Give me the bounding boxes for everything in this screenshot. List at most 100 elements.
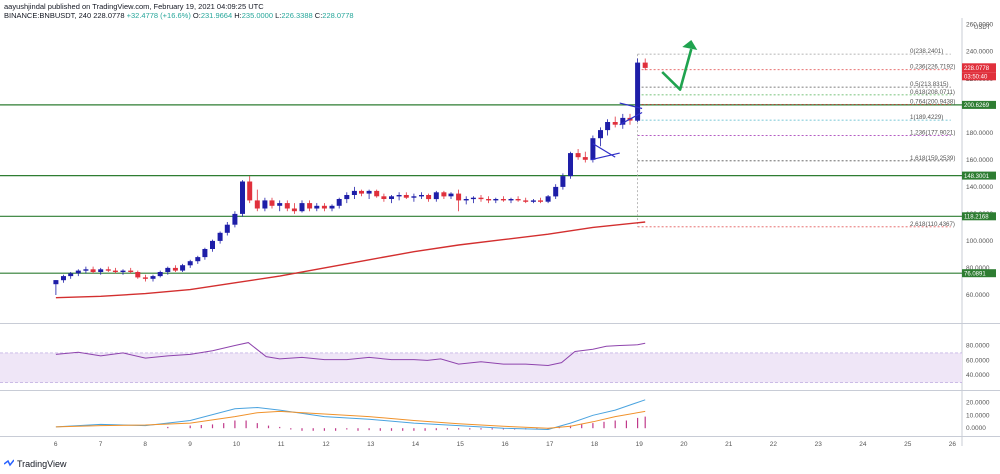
- candle-body[interactable]: [642, 62, 648, 68]
- candle-body[interactable]: [508, 199, 514, 201]
- candle-body[interactable]: [426, 195, 432, 200]
- candle-body[interactable]: [98, 269, 104, 272]
- candle-body[interactable]: [329, 205, 335, 209]
- candle-body[interactable]: [232, 213, 238, 225]
- rsi-band: [0, 352, 962, 383]
- time-axis-label: 7: [99, 441, 103, 448]
- trend-line[interactable]: [619, 102, 643, 110]
- candle-body[interactable]: [433, 192, 439, 200]
- candle-body[interactable]: [605, 122, 611, 131]
- candle-body[interactable]: [530, 200, 536, 202]
- fib-level-label: 1.618(159.2539): [910, 155, 955, 162]
- candle-body[interactable]: [590, 138, 596, 160]
- candle-body[interactable]: [210, 240, 215, 249]
- candle-body[interactable]: [75, 270, 81, 274]
- candle-body[interactable]: [568, 153, 573, 177]
- tradingview-footer[interactable]: TradingView: [4, 459, 67, 469]
- candle-body[interactable]: [582, 157, 588, 160]
- sr-level-label: 118.2168: [964, 215, 989, 221]
- candle-body[interactable]: [575, 153, 581, 158]
- price-tick-label: 260.0000: [966, 22, 993, 29]
- candle-body[interactable]: [61, 276, 66, 281]
- candle-body[interactable]: [269, 200, 275, 206]
- candle-body[interactable]: [620, 117, 626, 125]
- candle-body[interactable]: [247, 181, 253, 201]
- candle-body[interactable]: [493, 199, 499, 201]
- candle-body[interactable]: [307, 203, 313, 209]
- candle-body[interactable]: [553, 186, 559, 197]
- candle-body[interactable]: [389, 196, 394, 199]
- candle-body[interactable]: [112, 270, 118, 272]
- candle-body[interactable]: [478, 197, 484, 200]
- trend-line[interactable]: [590, 152, 620, 161]
- candle-body[interactable]: [135, 272, 141, 278]
- candle-body[interactable]: [381, 196, 387, 199]
- candle-body[interactable]: [545, 196, 551, 202]
- candle-body[interactable]: [538, 200, 543, 202]
- price-tick-label: 100.0000: [966, 238, 993, 245]
- candle-body[interactable]: [284, 203, 290, 209]
- candle-body[interactable]: [105, 269, 111, 271]
- trend-line[interactable]: [619, 111, 643, 126]
- candle-body[interactable]: [321, 205, 327, 209]
- candle-body[interactable]: [240, 181, 245, 214]
- fib-level-label: 2.618(110.4367): [910, 221, 955, 228]
- candle-body[interactable]: [68, 273, 74, 277]
- candle-body[interactable]: [254, 200, 260, 209]
- candle-body[interactable]: [359, 190, 364, 194]
- candle-body[interactable]: [83, 269, 89, 271]
- candle-body[interactable]: [224, 224, 230, 233]
- candle-body[interactable]: [90, 269, 96, 272]
- time-axis-label: 14: [412, 441, 420, 448]
- candle-body[interactable]: [374, 190, 380, 197]
- candle-body[interactable]: [120, 270, 126, 272]
- candle-body[interactable]: [314, 205, 320, 209]
- symbol-label[interactable]: BINANCE:BNBUSDT, 240: [4, 11, 92, 20]
- candle-body[interactable]: [560, 176, 566, 187]
- candle-body[interactable]: [523, 200, 529, 202]
- candle-body[interactable]: [217, 232, 223, 241]
- candle-body[interactable]: [441, 192, 447, 197]
- forecast-arrowhead-icon: [682, 40, 698, 50]
- candle-body[interactable]: [128, 270, 134, 272]
- candle-body[interactable]: [157, 272, 163, 277]
- candle-body[interactable]: [187, 261, 193, 266]
- candle-body[interactable]: [195, 257, 201, 262]
- candle-body[interactable]: [299, 203, 305, 212]
- candle-body[interactable]: [366, 190, 372, 194]
- candle-body[interactable]: [448, 193, 454, 197]
- candle-body[interactable]: [612, 122, 618, 125]
- candle-body[interactable]: [202, 249, 208, 258]
- candle-body[interactable]: [336, 199, 342, 206]
- candle-body[interactable]: [180, 265, 186, 271]
- candle-body[interactable]: [291, 208, 297, 212]
- candle-body[interactable]: [53, 280, 59, 285]
- candle-body[interactable]: [635, 62, 641, 121]
- candle-body[interactable]: [172, 267, 178, 271]
- candle-body[interactable]: [463, 199, 469, 201]
- candle-body[interactable]: [351, 190, 357, 195]
- macd-signal-line: [55, 410, 646, 429]
- fib-level-label: 0(238.2401): [910, 48, 943, 55]
- candle-body[interactable]: [165, 267, 171, 272]
- candle-body[interactable]: [456, 193, 462, 201]
- candle-body[interactable]: [486, 199, 492, 201]
- candle-body[interactable]: [344, 195, 350, 200]
- ohlc-line: BINANCE:BNBUSDT, 240 228.0778 +32.4778 (…: [4, 11, 354, 20]
- price-tick-label: 180.0000: [966, 130, 993, 137]
- candle-body[interactable]: [403, 195, 409, 198]
- candle-body[interactable]: [515, 199, 521, 201]
- open-label: O:: [192, 11, 201, 20]
- candle-body[interactable]: [419, 195, 424, 197]
- time-axis-label: 11: [278, 441, 285, 448]
- candle-body[interactable]: [262, 200, 268, 209]
- candle-body[interactable]: [142, 277, 148, 279]
- candle-body[interactable]: [277, 203, 283, 206]
- candle-body[interactable]: [598, 130, 603, 139]
- candle-body[interactable]: [500, 199, 506, 201]
- candle-body[interactable]: [411, 196, 417, 198]
- candle-body[interactable]: [396, 195, 402, 197]
- candle-body[interactable]: [150, 276, 156, 279]
- candle-body[interactable]: [470, 197, 476, 200]
